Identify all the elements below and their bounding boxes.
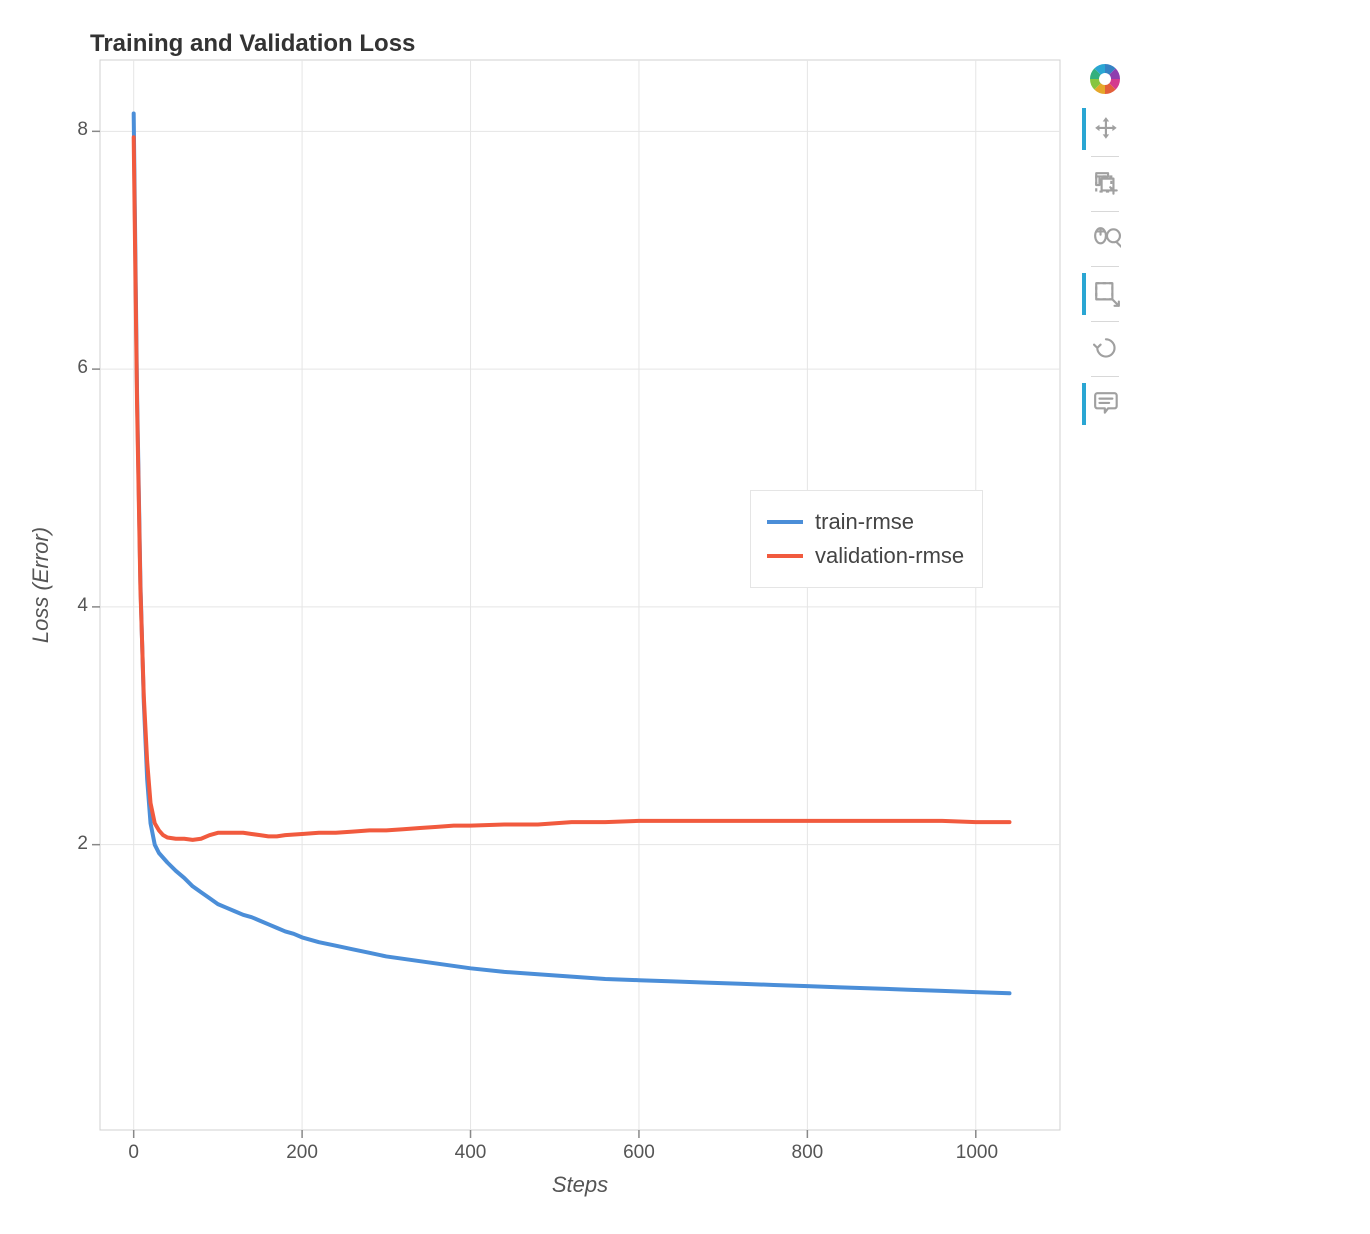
x-tick-label: 0 [114,1142,154,1164]
legend[interactable]: train-rmse validation-rmse [750,490,983,588]
wheel-zoom-button[interactable] [1082,218,1128,260]
toolbar-separator [1091,211,1119,212]
chart-stage: Training and Validation Loss Loss (Error… [0,0,1370,1234]
plot-frame [100,60,1060,1130]
series-validation-rmse[interactable] [134,137,1010,840]
legend-item-train-rmse[interactable]: train-rmse [767,505,964,539]
toolbar-separator [1091,321,1119,322]
x-tick-label: 1000 [956,1142,996,1164]
x-tick-label: 400 [451,1142,491,1164]
x-tick-label: 800 [787,1142,827,1164]
legend-item-validation-rmse[interactable]: validation-rmse [767,539,964,573]
legend-label: validation-rmse [815,543,964,569]
hover-icon [1093,390,1121,418]
legend-swatch-icon [767,554,803,558]
y-tick-label: 6 [54,357,88,379]
lasso-button[interactable] [1082,273,1128,315]
box-zoom-icon [1093,170,1121,198]
reset-icon [1093,335,1121,363]
reset-button[interactable] [1082,328,1128,370]
x-axis-label: Steps [520,1172,640,1198]
y-axis-label: Loss (Error) [28,505,54,665]
y-tick-label: 2 [54,833,88,855]
plot-svg [0,0,1370,1234]
legend-label: train-rmse [815,509,914,535]
toolbar-separator [1091,376,1119,377]
x-tick-label: 600 [619,1142,659,1164]
hover-button[interactable] [1082,383,1128,425]
wheel-zoom-icon [1093,225,1121,253]
lasso-icon [1093,280,1121,308]
pan-button[interactable] [1082,108,1128,150]
bokeh-logo-icon [1084,58,1126,100]
toolbar-separator [1091,266,1119,267]
toolbar [1082,58,1128,425]
y-tick-label: 8 [54,119,88,141]
x-tick-label: 200 [282,1142,322,1164]
toolbar-separator [1091,156,1119,157]
pan-icon [1093,115,1121,143]
legend-swatch-icon [767,520,803,524]
box-zoom-button[interactable] [1082,163,1128,205]
y-tick-label: 4 [54,595,88,617]
